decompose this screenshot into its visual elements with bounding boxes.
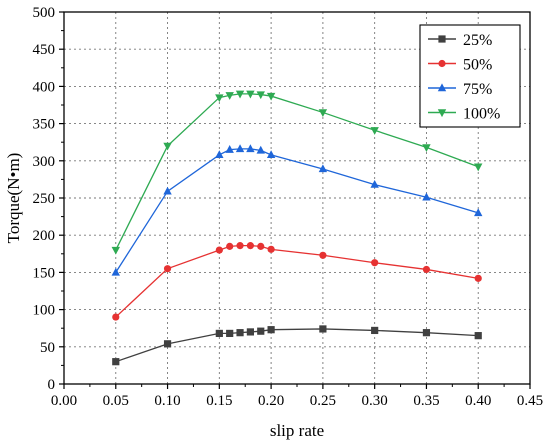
data-point — [226, 242, 234, 250]
data-point — [215, 94, 224, 103]
y-tick-label: 500 — [33, 5, 56, 21]
legend-item: 50% — [428, 57, 492, 74]
data-point — [371, 326, 379, 335]
x-tick-label: 0.00 — [51, 393, 77, 409]
data-point — [474, 274, 482, 282]
y-tick-label: 350 — [33, 117, 56, 133]
data-point — [422, 329, 431, 337]
x-tick-label: 0.10 — [154, 393, 180, 409]
legend-item: 75% — [428, 81, 492, 98]
data-point — [235, 90, 245, 99]
data-point — [266, 150, 276, 159]
x-tick-label: 0.25 — [310, 393, 336, 409]
x-tick-label: 0.15 — [206, 393, 232, 409]
data-point — [215, 246, 223, 254]
data-point — [215, 329, 223, 338]
data-point — [163, 340, 172, 348]
legend-label: 50% — [463, 57, 492, 74]
legend-label: 75% — [463, 81, 492, 98]
data-point — [112, 313, 120, 321]
data-point — [163, 142, 172, 151]
data-point — [163, 186, 172, 195]
data-point — [371, 259, 379, 267]
tick-layer: 0.00 0.05 0.10 0.15 0.20 0.25 0.30 0.35 0.40 0.45… — [33, 5, 544, 409]
y-tick-label: 450 — [33, 42, 56, 58]
data-point — [256, 91, 265, 100]
data-point — [235, 144, 245, 153]
data-point — [267, 326, 275, 334]
data-point — [112, 358, 120, 366]
data-point — [370, 180, 379, 188]
data-point — [246, 144, 255, 153]
data-point — [474, 332, 482, 340]
series-line — [115, 148, 479, 273]
legend-label: 100% — [463, 106, 500, 123]
data-point — [319, 325, 327, 333]
series-line — [115, 328, 479, 363]
data-point — [318, 109, 328, 118]
legend-item: 100% — [428, 106, 500, 123]
data-point — [422, 265, 431, 274]
data-point — [246, 90, 255, 99]
y-tick-label: 150 — [33, 265, 56, 281]
legend-marker — [438, 35, 446, 43]
y-tick-label: 100 — [33, 303, 56, 319]
data-point — [225, 145, 234, 153]
x-tick-label: 0.45 — [517, 393, 543, 409]
y-tick-label: 50 — [40, 340, 55, 356]
data-point — [318, 164, 328, 173]
y-tick-label: 200 — [33, 228, 56, 244]
data-point — [266, 92, 276, 101]
data-point — [422, 192, 431, 201]
data-point — [225, 92, 234, 100]
x-tick-label: 0.40 — [465, 393, 491, 409]
data-point — [246, 328, 254, 336]
legend-marker — [438, 59, 446, 68]
data-point — [257, 242, 265, 250]
legend-box — [419, 24, 521, 128]
data-point — [370, 127, 379, 135]
x-tick-label: 0.05 — [103, 393, 129, 409]
data-point — [267, 245, 275, 253]
series-1 — [112, 242, 482, 321]
data-point — [422, 144, 431, 153]
series-0 — [112, 325, 482, 366]
y-tick-label: 300 — [33, 154, 56, 170]
x-tick-label: 0.30 — [362, 393, 388, 409]
y-tick-label: 250 — [33, 191, 56, 207]
legend-label: 25% — [463, 32, 492, 49]
data-point — [319, 251, 327, 259]
data-point — [111, 246, 120, 255]
y-tick-label: 0 — [48, 377, 56, 393]
x-tick-label: 0.20 — [258, 393, 284, 409]
y-tick-label: 400 — [33, 79, 56, 95]
data-point — [236, 329, 244, 337]
data-point — [256, 145, 265, 154]
x-axis-title: slip rate — [270, 421, 324, 440]
y-axis-title: Torque(N•m) — [4, 153, 23, 244]
data-point — [474, 208, 483, 217]
data-point — [215, 150, 224, 159]
legend: 25% 50% 75% 100% — [419, 24, 521, 128]
x-tick-label: 0.35 — [413, 393, 439, 409]
data-point — [246, 242, 254, 250]
data-point — [226, 329, 234, 338]
legend-marker — [437, 109, 447, 118]
data-point — [474, 163, 483, 172]
series-layer — [111, 90, 483, 366]
data-point — [236, 242, 244, 250]
data-point — [111, 267, 120, 276]
series-2 — [111, 144, 483, 276]
legend-marker — [437, 83, 447, 92]
series-3 — [111, 90, 483, 255]
data-point — [163, 265, 172, 273]
legend-item: 25% — [428, 32, 492, 49]
data-point — [257, 327, 265, 335]
series-line — [115, 244, 479, 318]
series-line — [115, 93, 479, 251]
